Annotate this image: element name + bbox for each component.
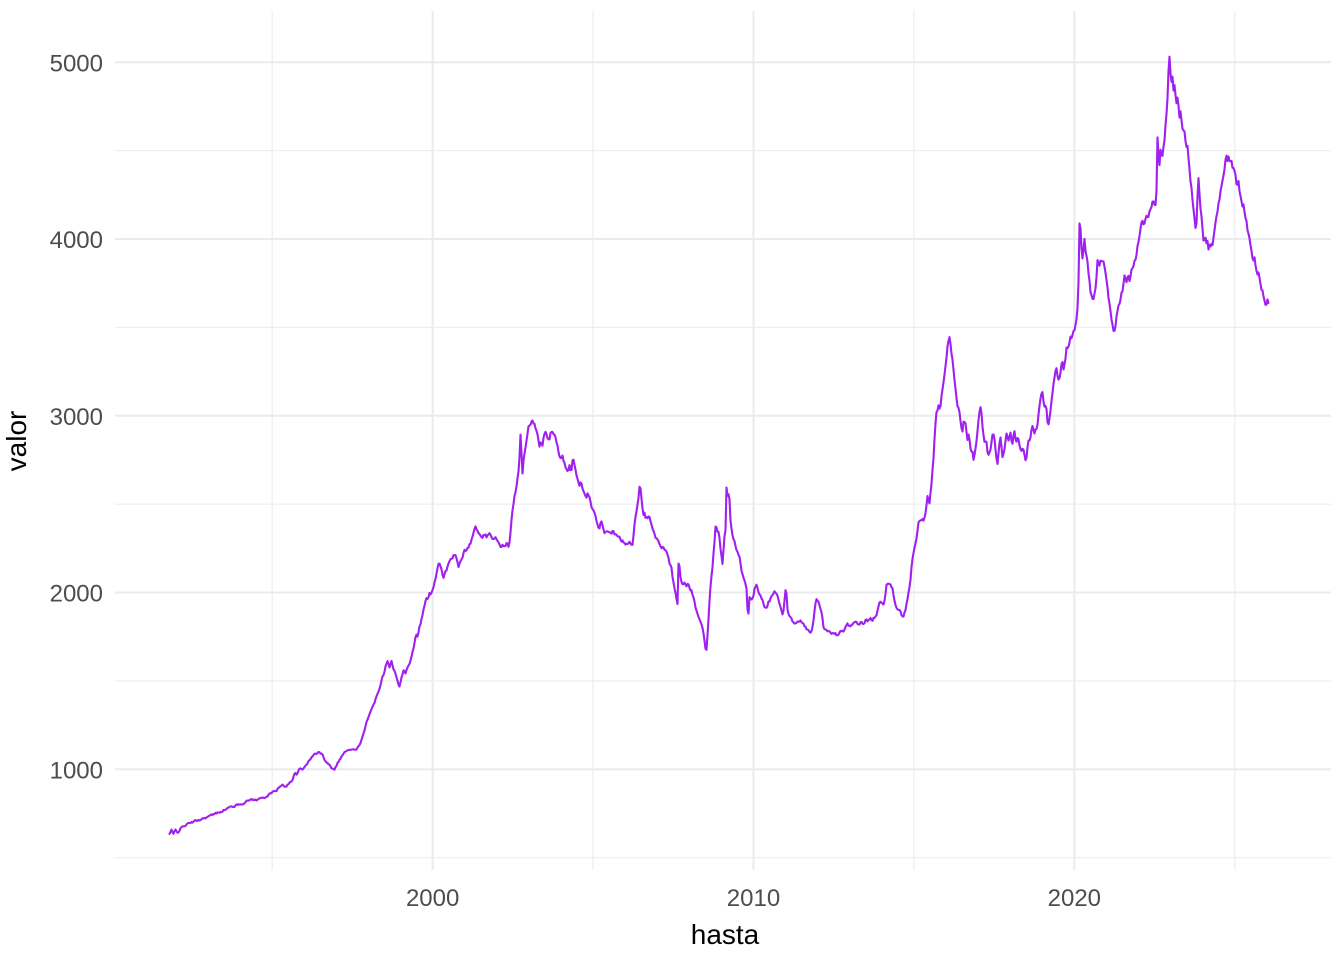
- y-tick-label: 3000: [50, 404, 103, 431]
- series-group: [168, 55, 1270, 835]
- y-tick-label: 2000: [50, 581, 103, 608]
- y-axis-tick-labels: 1000 2000 3000 4000 5000: [50, 50, 103, 784]
- y-tick-label: 1000: [50, 757, 103, 784]
- x-tick-label: 2000: [406, 885, 459, 912]
- y-axis-title: valor: [1, 411, 32, 472]
- y-tick-label: 4000: [50, 227, 103, 254]
- x-tick-label: 2020: [1048, 885, 1101, 912]
- x-tick-label: 2010: [727, 885, 780, 912]
- minor-gridlines: [115, 11, 1331, 870]
- series-line: [168, 55, 1270, 835]
- major-gridlines: [115, 11, 1331, 870]
- x-axis-title: hasta: [691, 919, 760, 950]
- x-axis-tick-labels: 2000 2010 2020: [406, 885, 1101, 912]
- y-tick-label: 5000: [50, 50, 103, 77]
